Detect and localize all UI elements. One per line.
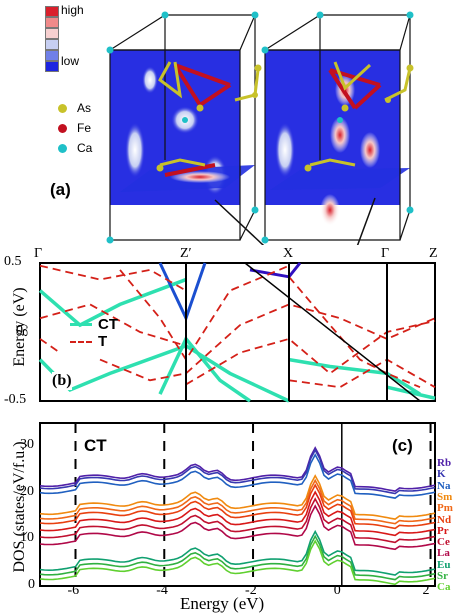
scale-low-label: low (61, 54, 80, 68)
band-ylabel: Energy (eV) (11, 287, 28, 367)
kpoint-label: X (283, 246, 294, 261)
band-legend-swatch (70, 340, 92, 343)
dos-element-label: Na (437, 479, 451, 492)
dos-element-label: Ca (437, 581, 451, 594)
band-ytick-label: -0.5 (4, 392, 27, 407)
band-legend-item: T (70, 333, 118, 350)
dos-element-label: Sr (437, 570, 448, 582)
atom-legend-item: Fe (58, 118, 92, 138)
scale-swatch (45, 50, 59, 61)
band-line-t (39, 303, 187, 347)
dos-ytick-label: 20 (20, 483, 34, 499)
kpoint-label: Z (429, 246, 438, 261)
kpoint-label: Z′ (180, 246, 192, 261)
dos-ytick-label: 10 (20, 530, 34, 546)
band-line-t (39, 338, 61, 354)
scale-swatch (45, 6, 59, 17)
kpoint-label: Γ (34, 246, 43, 261)
atom-marker (58, 123, 67, 133)
band-line-t (288, 276, 421, 389)
atom-label: Ca (77, 141, 93, 155)
dos-curve (39, 446, 436, 492)
dos-curve (39, 539, 436, 586)
dos-plot (39, 422, 436, 587)
band-line-ct (158, 262, 207, 323)
dos-xtick-label: -4 (156, 583, 168, 598)
band-legend-swatch (70, 323, 92, 326)
scale-swatch (45, 17, 59, 28)
unit-cell-left (106, 11, 262, 244)
panel-a-label: (a) (50, 180, 71, 199)
dos-plot-frame (39, 422, 436, 587)
dos-ytick-label: 30 (20, 437, 34, 453)
band-legend-label: T (98, 333, 108, 350)
dos-element-label: La (437, 547, 450, 560)
scale-swatch (45, 28, 59, 39)
dos-xtick-label: -2 (245, 583, 257, 598)
atom-marker (58, 103, 67, 113)
panel-b-label: (b) (52, 372, 72, 390)
dos-curve (39, 534, 436, 581)
band-line-ct (158, 335, 251, 403)
band-plot-frame (39, 262, 436, 402)
dos-inset-label: CT (84, 436, 107, 455)
dos-curve (39, 448, 436, 495)
dos-xtick-label: 2 (422, 583, 430, 598)
band-line-ct (38, 343, 290, 403)
band-line-t (99, 303, 436, 382)
dos-ylabel: DOS (states/eV/f.u.) (11, 441, 28, 573)
atom-label: As (77, 101, 92, 115)
panel-c-label: (c) (392, 436, 413, 455)
color-scale-legend: high low (45, 3, 125, 72)
dos-curve (39, 490, 436, 537)
dos-curve (39, 483, 436, 530)
unit-cell-right (261, 11, 414, 244)
dos-element-label: Sm (437, 490, 453, 503)
dos-curve (39, 497, 436, 544)
dos-curve (39, 504, 436, 551)
connector-line-2 (356, 197, 376, 245)
dos-ytick-label: 0 (28, 577, 35, 592)
band-line-t (39, 264, 187, 292)
dos-element-label: K (437, 468, 446, 481)
atom-label: Fe (77, 121, 92, 135)
band-ytick-label: 0.5 (4, 254, 22, 269)
crystal-structure-panel (106, 11, 414, 245)
dos-curve (39, 474, 436, 520)
band-line-t (185, 320, 436, 386)
band-legend: CT T (70, 316, 118, 350)
atom-legend: As Fe Ca (58, 98, 92, 158)
band-line-t (119, 264, 290, 362)
band-line-t (288, 358, 436, 389)
band-line-ct (386, 385, 436, 400)
dos-curve (39, 453, 436, 499)
dos-element-label: Pr (437, 524, 449, 537)
dos-curve (39, 478, 436, 525)
dos-xlabel: Energy (eV) (180, 594, 265, 613)
dos-element-label: Eu (437, 558, 451, 571)
scale-swatch (45, 61, 59, 72)
connector-line-1 (214, 199, 265, 245)
atom-legend-item: Ca (58, 138, 92, 158)
dos-xtick-label: 0 (333, 583, 341, 598)
band-line-ct (249, 262, 302, 279)
dos-element-label: Ce (437, 536, 450, 549)
dos-element-label: Nd (437, 513, 452, 526)
scale-swatch (45, 39, 59, 50)
band-line-ct (38, 277, 187, 328)
scale-high-label: high (61, 3, 84, 17)
band-line-ct (288, 357, 421, 396)
dos-element-label: Rb (437, 457, 452, 469)
atom-marker (58, 143, 67, 153)
band-legend-label: CT (98, 316, 118, 333)
connector-line-1-continuation (244, 262, 421, 402)
atom-legend-item: As (58, 98, 92, 118)
band-legend-item: CT (70, 316, 118, 333)
dos-element-label: Pm (437, 502, 453, 515)
kpoint-label: Γ (381, 246, 390, 261)
band-ytick-label: 0 (16, 323, 23, 338)
dos-curve (39, 529, 436, 576)
dos-xtick-label: -6 (67, 583, 80, 598)
